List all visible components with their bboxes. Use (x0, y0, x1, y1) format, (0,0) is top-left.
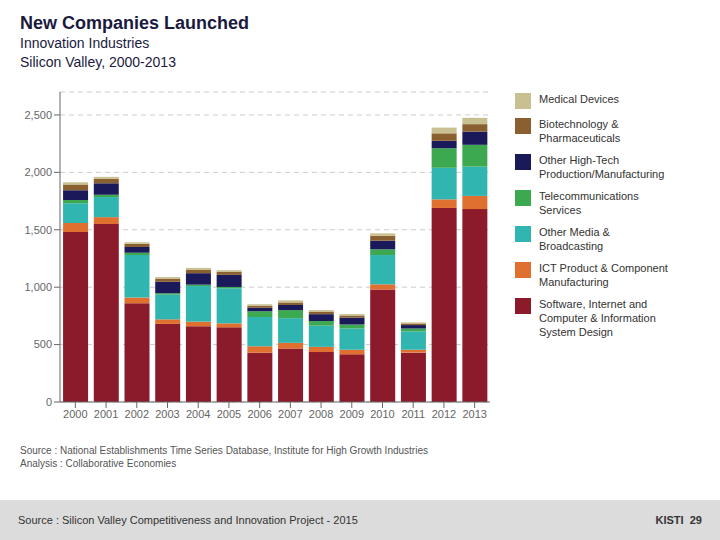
svg-text:2002: 2002 (125, 408, 149, 420)
html-text:Telecommunications Services: Telecommunications Services (539, 190, 639, 216)
svg-text:2004: 2004 (186, 408, 210, 420)
html-text:KISTI 29: KISTI 29 (655, 514, 702, 526)
html-text:Source : National Establishmen: Source : National Establishments Time Se… (20, 445, 428, 469)
svg-text:2,000: 2,000 (24, 166, 52, 178)
html-text:ICT Product & Component Manufa: ICT Product & Component Manufacturing (539, 262, 668, 288)
svg-text:2013: 2013 (462, 408, 486, 420)
svg-text:2009: 2009 (340, 408, 364, 420)
svg-text:500: 500 (34, 338, 52, 350)
svg-text:2006: 2006 (247, 408, 271, 420)
html-text:New Companies Launched: New Companies Launched (20, 13, 249, 33)
html-text:Other Media & Broadcasting: Other Media & Broadcasting (539, 226, 610, 252)
svg-text:2003: 2003 (155, 408, 179, 420)
svg-text:1,500: 1,500 (24, 224, 52, 236)
svg-text:2,500: 2,500 (24, 109, 52, 121)
svg-text:2012: 2012 (432, 408, 456, 420)
svg-text:2005: 2005 (217, 408, 241, 420)
html-text:Source : Silicon Valley Compet: Source : Silicon Valley Competitiveness … (18, 514, 358, 526)
svg-text:2008: 2008 (309, 408, 333, 420)
svg-text:0: 0 (46, 396, 52, 408)
html-text:Silicon Valley, 2000-2013: Silicon Valley, 2000-2013 (20, 54, 176, 70)
html-text:Software, Internet and Compute: Software, Internet and Computer & Inform… (539, 298, 656, 338)
svg-text:2011: 2011 (401, 408, 425, 420)
svg-text:1,000: 1,000 (24, 281, 52, 293)
html-text:Biotechnology & Pharmaceutical: Biotechnology & Pharmaceuticals (539, 118, 621, 144)
svg-text:2007: 2007 (278, 408, 302, 420)
html-text:Medical Devices: Medical Devices (539, 93, 620, 105)
svg-text:2000: 2000 (63, 408, 87, 420)
html-text:Other High-Tech Production/Man: Other High-Tech Production/Manufacturing (539, 154, 665, 180)
html-text:Innovation Industries: Innovation Industries (20, 35, 150, 51)
svg-text:2010: 2010 (370, 408, 394, 420)
svg-text:2001: 2001 (94, 408, 118, 420)
